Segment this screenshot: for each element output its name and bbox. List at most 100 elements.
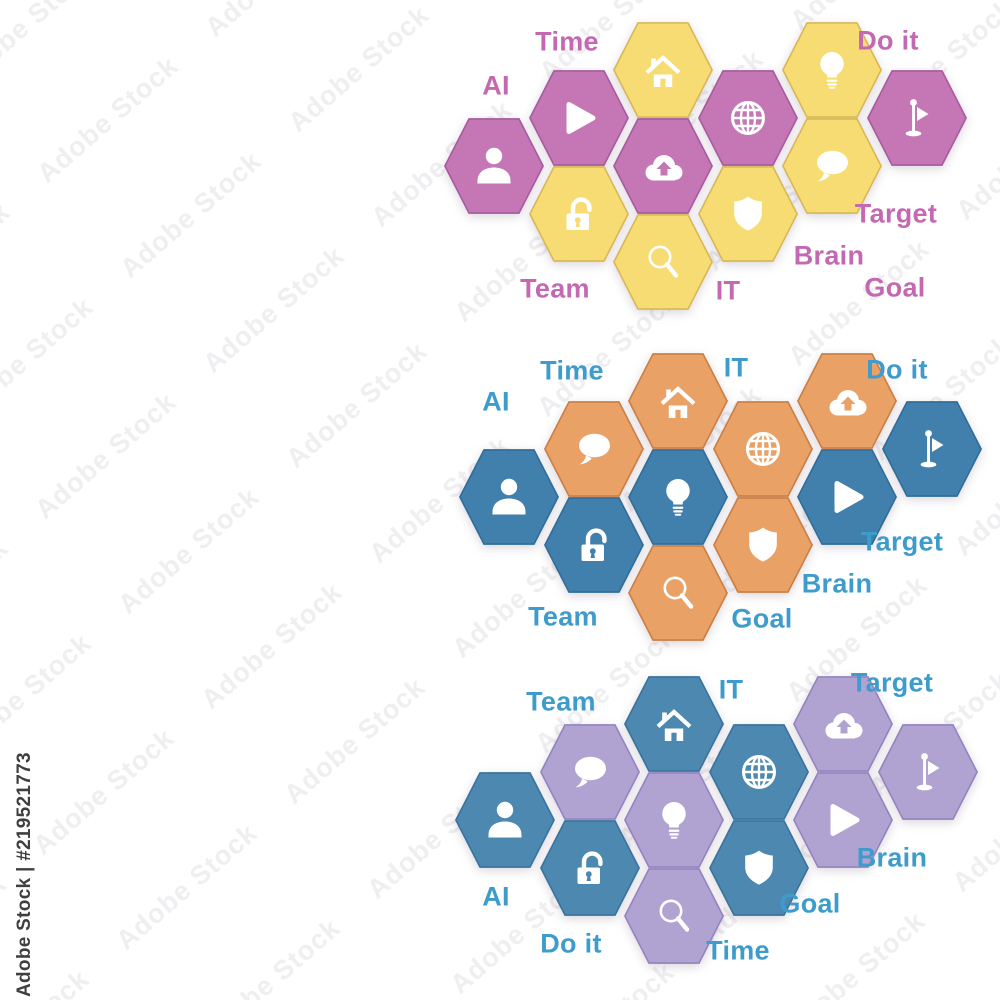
globe-icon: [741, 755, 776, 789]
label-do-it: Do it: [857, 25, 919, 56]
label-it: IT: [723, 352, 749, 383]
lightbulb-icon: [662, 802, 686, 839]
label-time: Time: [535, 26, 599, 57]
hexagon-flag: [866, 70, 967, 166]
person-icon: [492, 478, 526, 515]
shield-icon: [733, 196, 762, 231]
padlock-open-icon: [577, 854, 600, 884]
padlock-open-icon: [581, 531, 604, 561]
hexagon-lightbulb: [628, 449, 728, 545]
label-time: Time: [540, 355, 604, 386]
hexagon-cloud-upload: [797, 353, 897, 449]
cloud-upload-icon: [829, 390, 867, 416]
hexagon-shield: [708, 820, 809, 916]
hexagon-cloud-upload: [793, 676, 893, 772]
flag-icon: [920, 430, 943, 468]
label-brain: Brain: [801, 568, 873, 599]
hexagon-speech-bubble: [539, 724, 640, 820]
label-ai: AI: [482, 70, 510, 101]
label-it: IT: [715, 275, 741, 306]
label-brain: Brain: [856, 842, 928, 873]
label-target: Target: [860, 526, 944, 557]
hexagon-cloud-upload: [613, 118, 713, 214]
label-goal: Goal: [779, 888, 841, 919]
label-goal: Goal: [731, 603, 793, 634]
shield-icon: [744, 850, 773, 885]
hexagon-magnifier: [624, 868, 724, 964]
label-do-it: Do it: [866, 354, 928, 385]
person-icon: [488, 801, 522, 838]
hexagon-person: [455, 772, 555, 868]
label-target: Target: [850, 667, 934, 698]
flag-icon: [916, 753, 939, 791]
padlock-open-icon: [566, 200, 589, 230]
hexagon-speech-bubble: [543, 401, 644, 497]
shield-icon: [748, 527, 777, 562]
label-team: Team: [520, 273, 590, 304]
play-icon: [833, 807, 857, 834]
flag-icon: [905, 99, 928, 137]
label-ai: AI: [482, 881, 510, 912]
cloud-upload-icon: [825, 713, 863, 739]
label-time: Time: [706, 935, 770, 966]
hexagon-globe: [697, 70, 798, 166]
hexagon-home: [613, 22, 713, 118]
hexagon-shield: [712, 497, 813, 593]
label-team: Team: [528, 601, 598, 632]
lightbulb-icon: [820, 52, 844, 89]
hexagon-play: [793, 772, 893, 868]
label-it: IT: [718, 674, 744, 705]
hexagon-person: [444, 118, 544, 214]
speech-bubble-icon: [578, 433, 610, 465]
hexagon-shield: [697, 166, 798, 262]
hexagon-person: [459, 449, 559, 545]
hexagon-play: [797, 449, 897, 545]
globe-icon: [730, 101, 765, 135]
label-ai: AI: [482, 386, 510, 417]
